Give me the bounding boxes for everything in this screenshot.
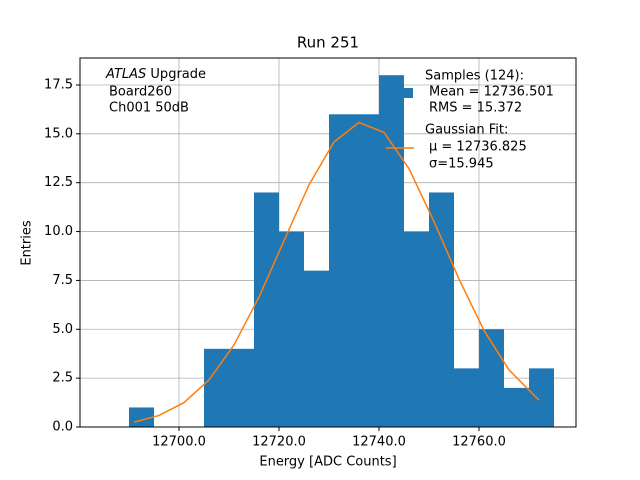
- legend-stat: Mean = 12736.501: [429, 85, 554, 100]
- y-tick-label: 0.0: [52, 420, 73, 435]
- histogram-bar: [329, 114, 354, 427]
- annotation-line: Ch001 50dB: [109, 101, 189, 116]
- histogram-bar: [504, 387, 529, 427]
- y-tick-label: 15.0: [44, 126, 73, 141]
- histogram-bar: [454, 368, 479, 427]
- legend: Samples (124): Mean = 12736.501 RMS = 15…: [386, 69, 554, 172]
- histogram-bar: [529, 368, 554, 427]
- x-tick-label: 12740.0: [352, 435, 406, 450]
- annotation: ATLAS Upgrade: [105, 67, 206, 82]
- legend-patch: [403, 88, 413, 98]
- axes-frame: [79, 57, 577, 428]
- fit-line: [133, 121, 540, 423]
- x-axis-label: Energy [ADC Counts]: [259, 455, 396, 470]
- histogram-bar: [229, 348, 254, 427]
- x-tick-label: 12700.0: [152, 435, 206, 450]
- histogram-bar: [354, 114, 379, 427]
- histogram-bar: [279, 231, 304, 427]
- y-tick-label: 2.5: [52, 371, 73, 386]
- plot-area: [129, 75, 554, 427]
- y-tick-label: 5.0: [52, 322, 73, 337]
- histogram-bar: [379, 75, 404, 427]
- legend-param: σ=15.945: [429, 157, 494, 172]
- annotation-text: Upgrade: [150, 67, 206, 82]
- annotation-line: Board260: [109, 85, 172, 100]
- y-tick-label: 7.5: [52, 273, 73, 288]
- x-tick-label: 12720.0: [252, 435, 306, 450]
- histogram-bar: [479, 329, 504, 427]
- legend-label: Gaussian Fit:: [425, 123, 508, 138]
- histogram-bar: [404, 231, 429, 427]
- histogram-bar: [429, 192, 454, 427]
- annotation-italic: ATLAS: [105, 67, 146, 82]
- y-tick-label: 12.5: [44, 175, 73, 190]
- histogram-bar: [204, 348, 229, 427]
- chart-title: Run 251: [297, 34, 359, 52]
- y-tick-label: 10.0: [44, 224, 73, 239]
- legend-param: μ = 12736.825: [429, 140, 527, 155]
- legend-stat: RMS = 15.372: [429, 101, 522, 116]
- x-tick-label: 12760.0: [452, 435, 506, 450]
- histogram-bar: [254, 192, 279, 427]
- y-axis-label: Entries: [20, 220, 35, 266]
- y-tick-label: 17.5: [44, 77, 73, 92]
- legend-label: Samples (124):: [425, 69, 524, 84]
- histogram-bar: [304, 270, 329, 427]
